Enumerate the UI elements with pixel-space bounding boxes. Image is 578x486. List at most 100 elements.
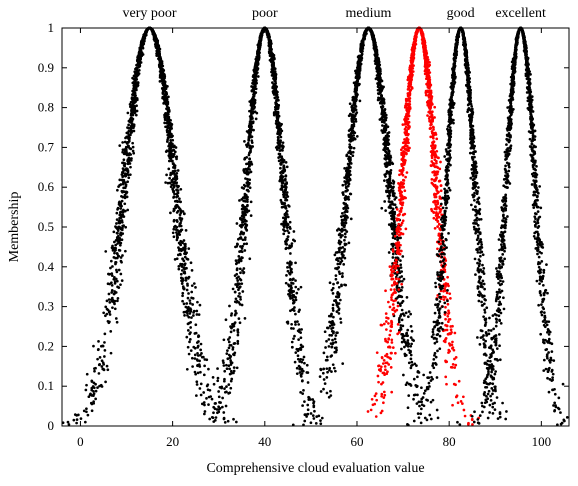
cloud-drop xyxy=(137,63,141,66)
cloud-drop xyxy=(284,160,288,164)
cloud-drop xyxy=(167,167,171,171)
cloud-drop xyxy=(113,249,117,253)
cloud-drop xyxy=(115,211,119,215)
cloud-drop xyxy=(336,331,339,335)
cloud-drop xyxy=(92,344,95,348)
cloud-drop xyxy=(404,311,408,315)
cloud-drop xyxy=(129,129,133,132)
cloud-drop xyxy=(309,421,313,425)
cloud-drop xyxy=(254,61,258,65)
cloud-drop xyxy=(169,148,173,152)
cloud-drop xyxy=(334,295,338,299)
cloud-drop xyxy=(135,104,138,108)
cloud-drop xyxy=(134,72,137,76)
cloud-drop xyxy=(257,47,261,51)
cloud-drop xyxy=(292,230,296,233)
cloud-drop xyxy=(115,251,119,255)
cloud-drop xyxy=(325,376,329,379)
cloud-drop xyxy=(133,100,137,104)
cloud-drop xyxy=(233,351,237,355)
cloud-drop xyxy=(251,79,255,82)
cloud-drop xyxy=(306,371,310,374)
cloud-drop xyxy=(277,152,281,156)
cloud-drop xyxy=(248,171,251,174)
cloud-drop xyxy=(246,141,250,145)
cloud-drop xyxy=(153,32,156,35)
cloud-drop xyxy=(136,81,140,84)
cloud-drop xyxy=(156,51,160,55)
cloud-drop xyxy=(336,262,340,266)
cloud-drop xyxy=(354,108,358,112)
cloud-drop xyxy=(378,68,382,72)
cloud-drop xyxy=(171,142,174,146)
cloud-drop xyxy=(286,229,289,232)
cloud-drop xyxy=(189,331,192,334)
cloud-drop xyxy=(174,174,178,178)
cloud-drop xyxy=(133,88,136,92)
cloud-series-2 xyxy=(291,26,459,427)
cloud-drop xyxy=(384,175,387,178)
cloud-drop xyxy=(133,95,137,99)
cloud-drop xyxy=(412,397,415,401)
cloud-drop xyxy=(309,412,313,415)
cloud-drop xyxy=(248,257,252,261)
cloud-drop xyxy=(284,174,288,177)
cloud-drop xyxy=(323,330,327,334)
cloud-drop xyxy=(240,282,244,286)
cloud-drop xyxy=(271,68,275,72)
cloud-drop xyxy=(286,265,289,269)
cloud-drop xyxy=(336,281,340,284)
cloud-drop xyxy=(337,285,341,289)
cloud-drop xyxy=(289,252,292,255)
cloud-drop xyxy=(110,283,114,287)
cloud-drop xyxy=(406,328,410,332)
cloud-drop xyxy=(163,98,167,102)
cloud-drop xyxy=(412,339,415,342)
cloud-drop xyxy=(187,292,190,295)
cloud-drop xyxy=(184,276,188,280)
cloud-drop xyxy=(113,240,116,244)
cloud-drop xyxy=(280,188,284,191)
cloud-drop xyxy=(341,362,345,365)
cloud-drop xyxy=(107,310,111,314)
cloud-drop xyxy=(173,180,177,184)
cloud-drop xyxy=(297,338,300,341)
cloud-drop xyxy=(341,275,344,279)
cloud-drop xyxy=(220,385,224,389)
cloud-drop xyxy=(290,340,294,344)
cloud-drop xyxy=(288,266,292,269)
cloud-drop xyxy=(380,89,383,93)
cloud-drop xyxy=(404,340,407,344)
cloud-drop xyxy=(279,162,282,166)
cloud-drop xyxy=(185,311,189,315)
cloud-drop xyxy=(278,125,281,129)
cloud-drop xyxy=(212,420,216,423)
cloud-drop xyxy=(115,222,118,225)
cloud-drop xyxy=(190,284,194,288)
cloud-drop xyxy=(200,352,203,355)
cloud-drop xyxy=(229,325,232,328)
cloud-drop xyxy=(404,334,408,337)
cloud-drop xyxy=(127,156,131,160)
cloud-drop xyxy=(353,131,357,135)
cloud-drop xyxy=(210,415,214,419)
cloud-drop xyxy=(248,162,251,165)
cloud-drop xyxy=(331,363,335,367)
cloud-drop xyxy=(401,324,405,328)
cloud-drop xyxy=(165,128,169,132)
cloud-drop xyxy=(363,35,366,38)
cloud-drop xyxy=(284,196,288,199)
cloud-drop xyxy=(329,394,333,397)
cloud-drop xyxy=(187,247,191,250)
cloud-drop xyxy=(108,313,112,316)
cloud-drop xyxy=(250,106,254,110)
cloud-drop xyxy=(178,213,182,217)
cloud-drop xyxy=(233,290,237,294)
cloud-drop xyxy=(110,296,114,300)
cloud-drop xyxy=(277,114,281,118)
cloud-drop xyxy=(126,180,129,184)
cloud-drop xyxy=(339,321,343,324)
cloud-drop xyxy=(163,80,167,84)
cloud-drop xyxy=(358,99,362,103)
cloud-drop xyxy=(274,93,277,96)
